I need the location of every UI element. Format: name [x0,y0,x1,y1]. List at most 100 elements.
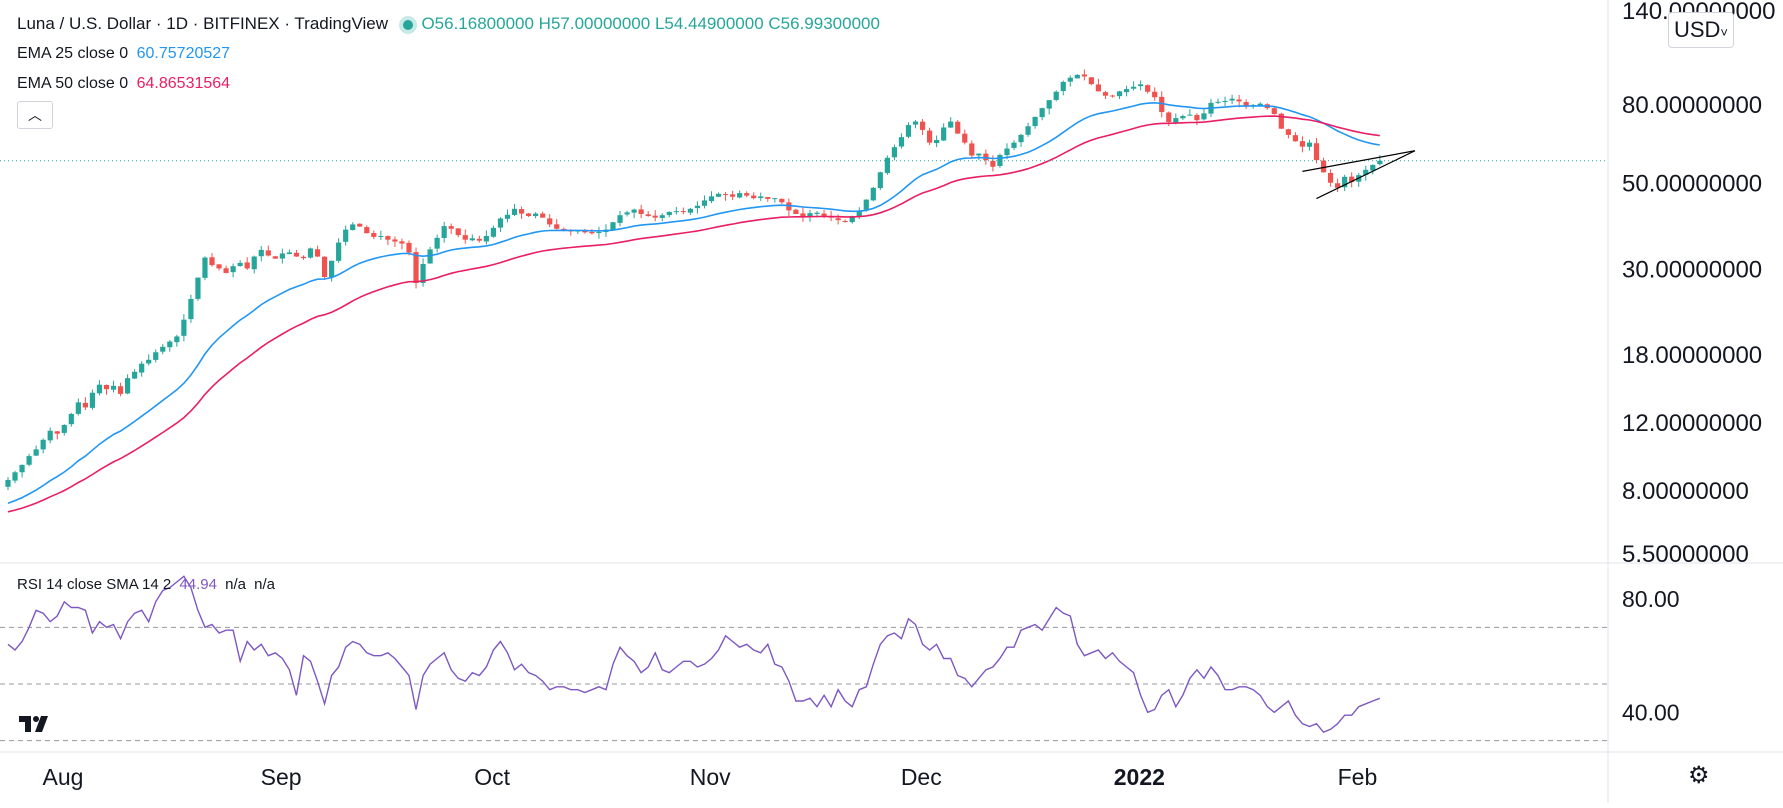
time-tick-label: Aug [43,764,84,790]
rsi-label: RSI 14 close SMA 14 2 [17,576,172,593]
candle-body [518,209,525,214]
candle-body [336,242,342,261]
candle-body [1081,74,1087,77]
candle-body [1018,134,1024,143]
collapse-legend-button[interactable]: ︿ [17,101,53,129]
candle-body [293,252,300,257]
candle-body [821,213,827,217]
candle-body [807,213,813,217]
candle-body [230,266,236,273]
time-tick-label: Feb [1338,764,1378,790]
candle-body [645,214,651,217]
candle-body [265,250,271,256]
candle-body [441,226,447,239]
candle-body [1222,100,1228,102]
candle-body [835,218,841,221]
rsi-value: 44.94 [179,576,217,593]
candle-body [877,172,883,189]
price-tick-label: 12.00000000 [1622,410,1762,437]
candle-body [1166,112,1172,123]
candle-body [1102,92,1109,96]
currency-selector[interactable]: USD˅ [1668,12,1734,48]
rsi-legend[interactable]: RSI 14 close SMA 14 2 44.94 n/a n/a [17,576,279,593]
candle-body [5,479,11,487]
candle-body [202,257,208,278]
candle-body [1243,102,1249,107]
candle-body [188,298,194,320]
candle-body [1236,99,1242,102]
candle-body [722,194,729,196]
candle-body [582,230,588,233]
candle-body [1053,91,1059,100]
candle-body [1116,91,1123,97]
candle-body [1109,95,1116,97]
rsi-na-2: n/a [254,576,276,593]
candle-body [1327,172,1334,183]
chevron-down-icon: ˅ [1720,25,1729,40]
candle-body [1032,116,1038,127]
candle-body [1046,100,1052,109]
candle-body [912,121,919,125]
candle-body [666,211,672,216]
candle-body [209,257,215,266]
candle-body [1187,114,1193,116]
candle-body [321,256,328,278]
ema25-line [7,101,1380,504]
candle-body [371,233,377,237]
candle-body [926,130,933,143]
candle-body [258,249,264,257]
candle-body [26,456,32,465]
candle-body [1342,176,1348,188]
candle-body [364,227,370,234]
candle-body [1088,77,1094,85]
candle-body [638,209,644,214]
candle-body [997,154,1003,167]
candle-body [110,385,117,390]
rsi-na-1: n/a [225,576,246,593]
candle-body [1095,84,1102,92]
symbol-title[interactable]: Luna / U.S. Dollar · 1D · BITFINEX · Tra… [17,14,388,33]
candle-body [631,209,637,213]
candle-body [870,187,876,201]
candle-body [687,208,693,213]
candle-body [617,215,623,223]
candle-body [329,260,335,278]
tradingview-logo-icon[interactable] [17,710,57,736]
candle-body [420,264,426,283]
candle-body [153,352,159,360]
candle-body [392,239,398,242]
candle-body [652,215,658,218]
ema25-legend[interactable]: EMA 25 close 0 60.75720527 [17,45,234,63]
candle-body [139,363,145,373]
candle-body [1215,101,1221,103]
candle-body [948,121,954,128]
candle-body [124,378,131,394]
rsi-tick-label: 80.00 [1622,586,1680,612]
candle-body [455,228,461,236]
ema25-value: 60.75720527 [136,45,231,62]
gear-icon[interactable]: ⚙ [1688,762,1710,789]
candle-body [1060,81,1066,91]
candle-body [962,133,968,143]
candle-body [694,205,701,209]
candle-body [772,198,778,200]
candle-body [434,237,440,249]
candle-body [1138,84,1144,87]
candle-body [223,268,229,273]
chevron-up-icon: ︿ [28,107,42,123]
candle-body [659,215,665,218]
candle-body [983,153,989,161]
symbol-legend: Luna / U.S. Dollar · 1D · BITFINEX · Tra… [17,14,884,34]
time-tick-label: Sep [261,764,302,790]
wedge-lower-line [1316,150,1416,200]
candle-body [504,214,511,219]
ohlc-values: O56.16800000 H57.00000000 L54.44900000 C… [421,14,880,33]
candle-body [800,213,806,217]
ema50-legend[interactable]: EMA 50 close 0 64.86531564 [17,75,234,93]
price-tick-label: 8.00000000 [1622,478,1749,505]
candle-body [19,464,25,473]
price-tick-label: 30.00000000 [1622,256,1762,283]
candle-body [195,277,201,299]
